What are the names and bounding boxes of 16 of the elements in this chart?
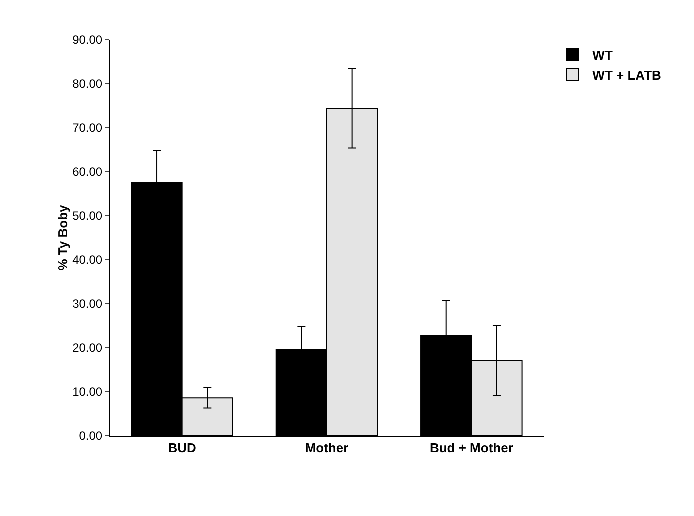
y-tick-label: 90.00: [72, 33, 103, 48]
y-axis-title: % Ty Boby: [56, 204, 71, 271]
y-tick-label: 20.00: [72, 341, 103, 356]
x-tick-label: Mother: [305, 440, 349, 456]
y-tick-label: 40.00: [72, 253, 103, 268]
legend-label: WT + LATB: [592, 68, 662, 83]
y-tick-label: 70.00: [72, 121, 103, 136]
x-tick-label: BUD: [168, 440, 196, 456]
y-tick-label: 10.00: [72, 385, 103, 400]
y-tick-label: 60.00: [72, 165, 103, 180]
x-tick-label: Bud + Mother: [430, 440, 514, 456]
y-tick-label: 50.00: [72, 209, 103, 224]
y-tick-label: 30.00: [72, 297, 103, 312]
legend-label: WT: [592, 48, 613, 64]
y-tick-label: 0.00: [79, 429, 103, 444]
y-tick-label: 80.00: [72, 77, 103, 92]
